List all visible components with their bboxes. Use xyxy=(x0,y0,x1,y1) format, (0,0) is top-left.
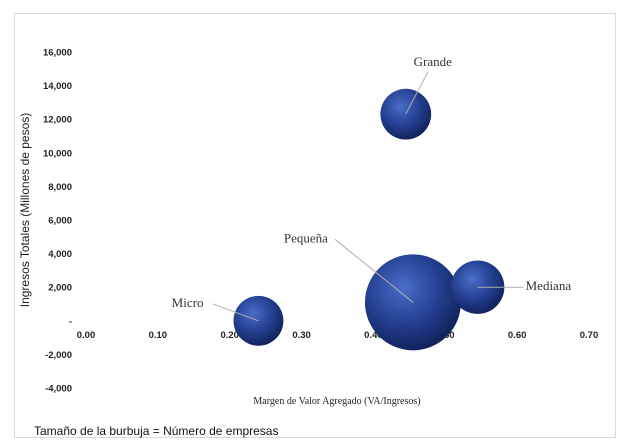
x-tick-label: 0.60 xyxy=(508,330,527,341)
y-tick-label: 12,000 xyxy=(43,115,72,126)
bubble-label: Grande xyxy=(414,54,452,69)
bubble-label: Pequeña xyxy=(284,230,328,245)
y-tick-label: 2,000 xyxy=(48,283,72,294)
leader-line xyxy=(405,71,429,115)
bubble-label: Mediana xyxy=(526,278,572,293)
leader-line xyxy=(212,303,259,322)
y-tick-label: 16,000 xyxy=(43,48,72,59)
x-tick-label: 0.70 xyxy=(580,330,599,341)
leader-line xyxy=(334,238,414,303)
y-tick-label: 10,000 xyxy=(43,148,72,159)
y-tick-label: -2,000 xyxy=(45,350,72,361)
bubble-size-note: Tamaño de la burbuja = Número de empresa… xyxy=(34,424,279,438)
bubble-label: Micro xyxy=(172,295,204,310)
y-tick-label: 6,000 xyxy=(48,216,72,227)
y-tick-label: 4,000 xyxy=(48,249,72,260)
x-tick-label: 0.30 xyxy=(292,330,311,341)
x-tick-label: 0.00 xyxy=(77,330,96,341)
y-tick-label: 14,000 xyxy=(43,81,72,92)
bubble-mediana xyxy=(450,260,505,314)
x-tick-label: 0.10 xyxy=(149,330,168,341)
y-tick-label: 8,000 xyxy=(48,182,72,193)
y-tick-label: -4,000 xyxy=(45,384,72,395)
x-tick-label: 0.40 xyxy=(364,330,383,341)
chart-frame xyxy=(14,13,616,438)
x-axis-label: Margen de Valor Agregado (VA/Ingresos) xyxy=(253,396,420,407)
y-tick-label: - xyxy=(69,316,72,327)
y-axis-label: Ingresos Totales (Millones de pesos) xyxy=(18,113,32,308)
x-tick-label: 0.20 xyxy=(220,330,239,341)
